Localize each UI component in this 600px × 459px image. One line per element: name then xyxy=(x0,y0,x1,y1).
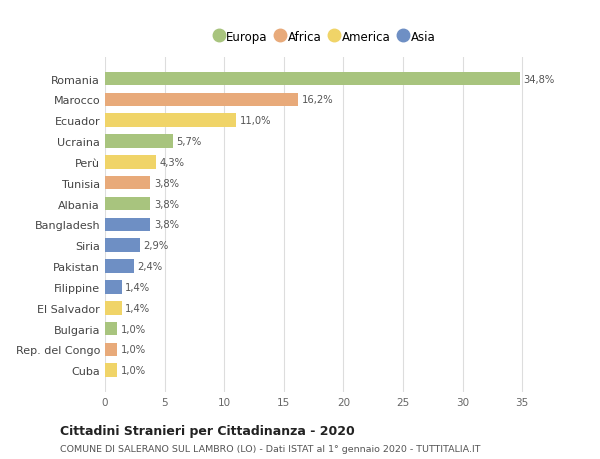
Bar xyxy=(105,343,117,357)
Bar xyxy=(105,239,140,252)
Bar xyxy=(105,114,236,128)
Bar xyxy=(105,177,150,190)
Text: COMUNE DI SALERANO SUL LAMBRO (LO) - Dati ISTAT al 1° gennaio 2020 - TUTTITALIA.: COMUNE DI SALERANO SUL LAMBRO (LO) - Dat… xyxy=(60,444,481,453)
Text: 34,8%: 34,8% xyxy=(523,74,554,84)
Text: 1,0%: 1,0% xyxy=(121,324,146,334)
Bar xyxy=(105,135,173,149)
Text: 2,9%: 2,9% xyxy=(143,241,169,251)
Bar xyxy=(105,156,156,169)
Legend: Europa, Africa, America, Asia: Europa, Africa, America, Asia xyxy=(211,26,440,48)
Bar xyxy=(105,93,298,107)
Text: 3,8%: 3,8% xyxy=(154,179,179,188)
Text: 1,4%: 1,4% xyxy=(125,303,151,313)
Text: 3,8%: 3,8% xyxy=(154,199,179,209)
Bar xyxy=(105,197,150,211)
Bar xyxy=(105,218,150,232)
Text: 1,0%: 1,0% xyxy=(121,345,146,355)
Text: 2,4%: 2,4% xyxy=(137,262,163,271)
Text: 1,4%: 1,4% xyxy=(125,282,151,292)
Text: 3,8%: 3,8% xyxy=(154,220,179,230)
Bar xyxy=(105,280,122,294)
Bar xyxy=(105,364,117,377)
Bar xyxy=(105,301,122,315)
Bar xyxy=(105,73,520,86)
Text: 11,0%: 11,0% xyxy=(239,116,271,126)
Text: 1,0%: 1,0% xyxy=(121,365,146,375)
Text: 4,3%: 4,3% xyxy=(160,157,185,168)
Text: 5,7%: 5,7% xyxy=(176,137,202,147)
Bar xyxy=(105,260,134,273)
Text: 16,2%: 16,2% xyxy=(302,95,333,105)
Text: Cittadini Stranieri per Cittadinanza - 2020: Cittadini Stranieri per Cittadinanza - 2… xyxy=(60,424,355,437)
Bar xyxy=(105,322,117,336)
